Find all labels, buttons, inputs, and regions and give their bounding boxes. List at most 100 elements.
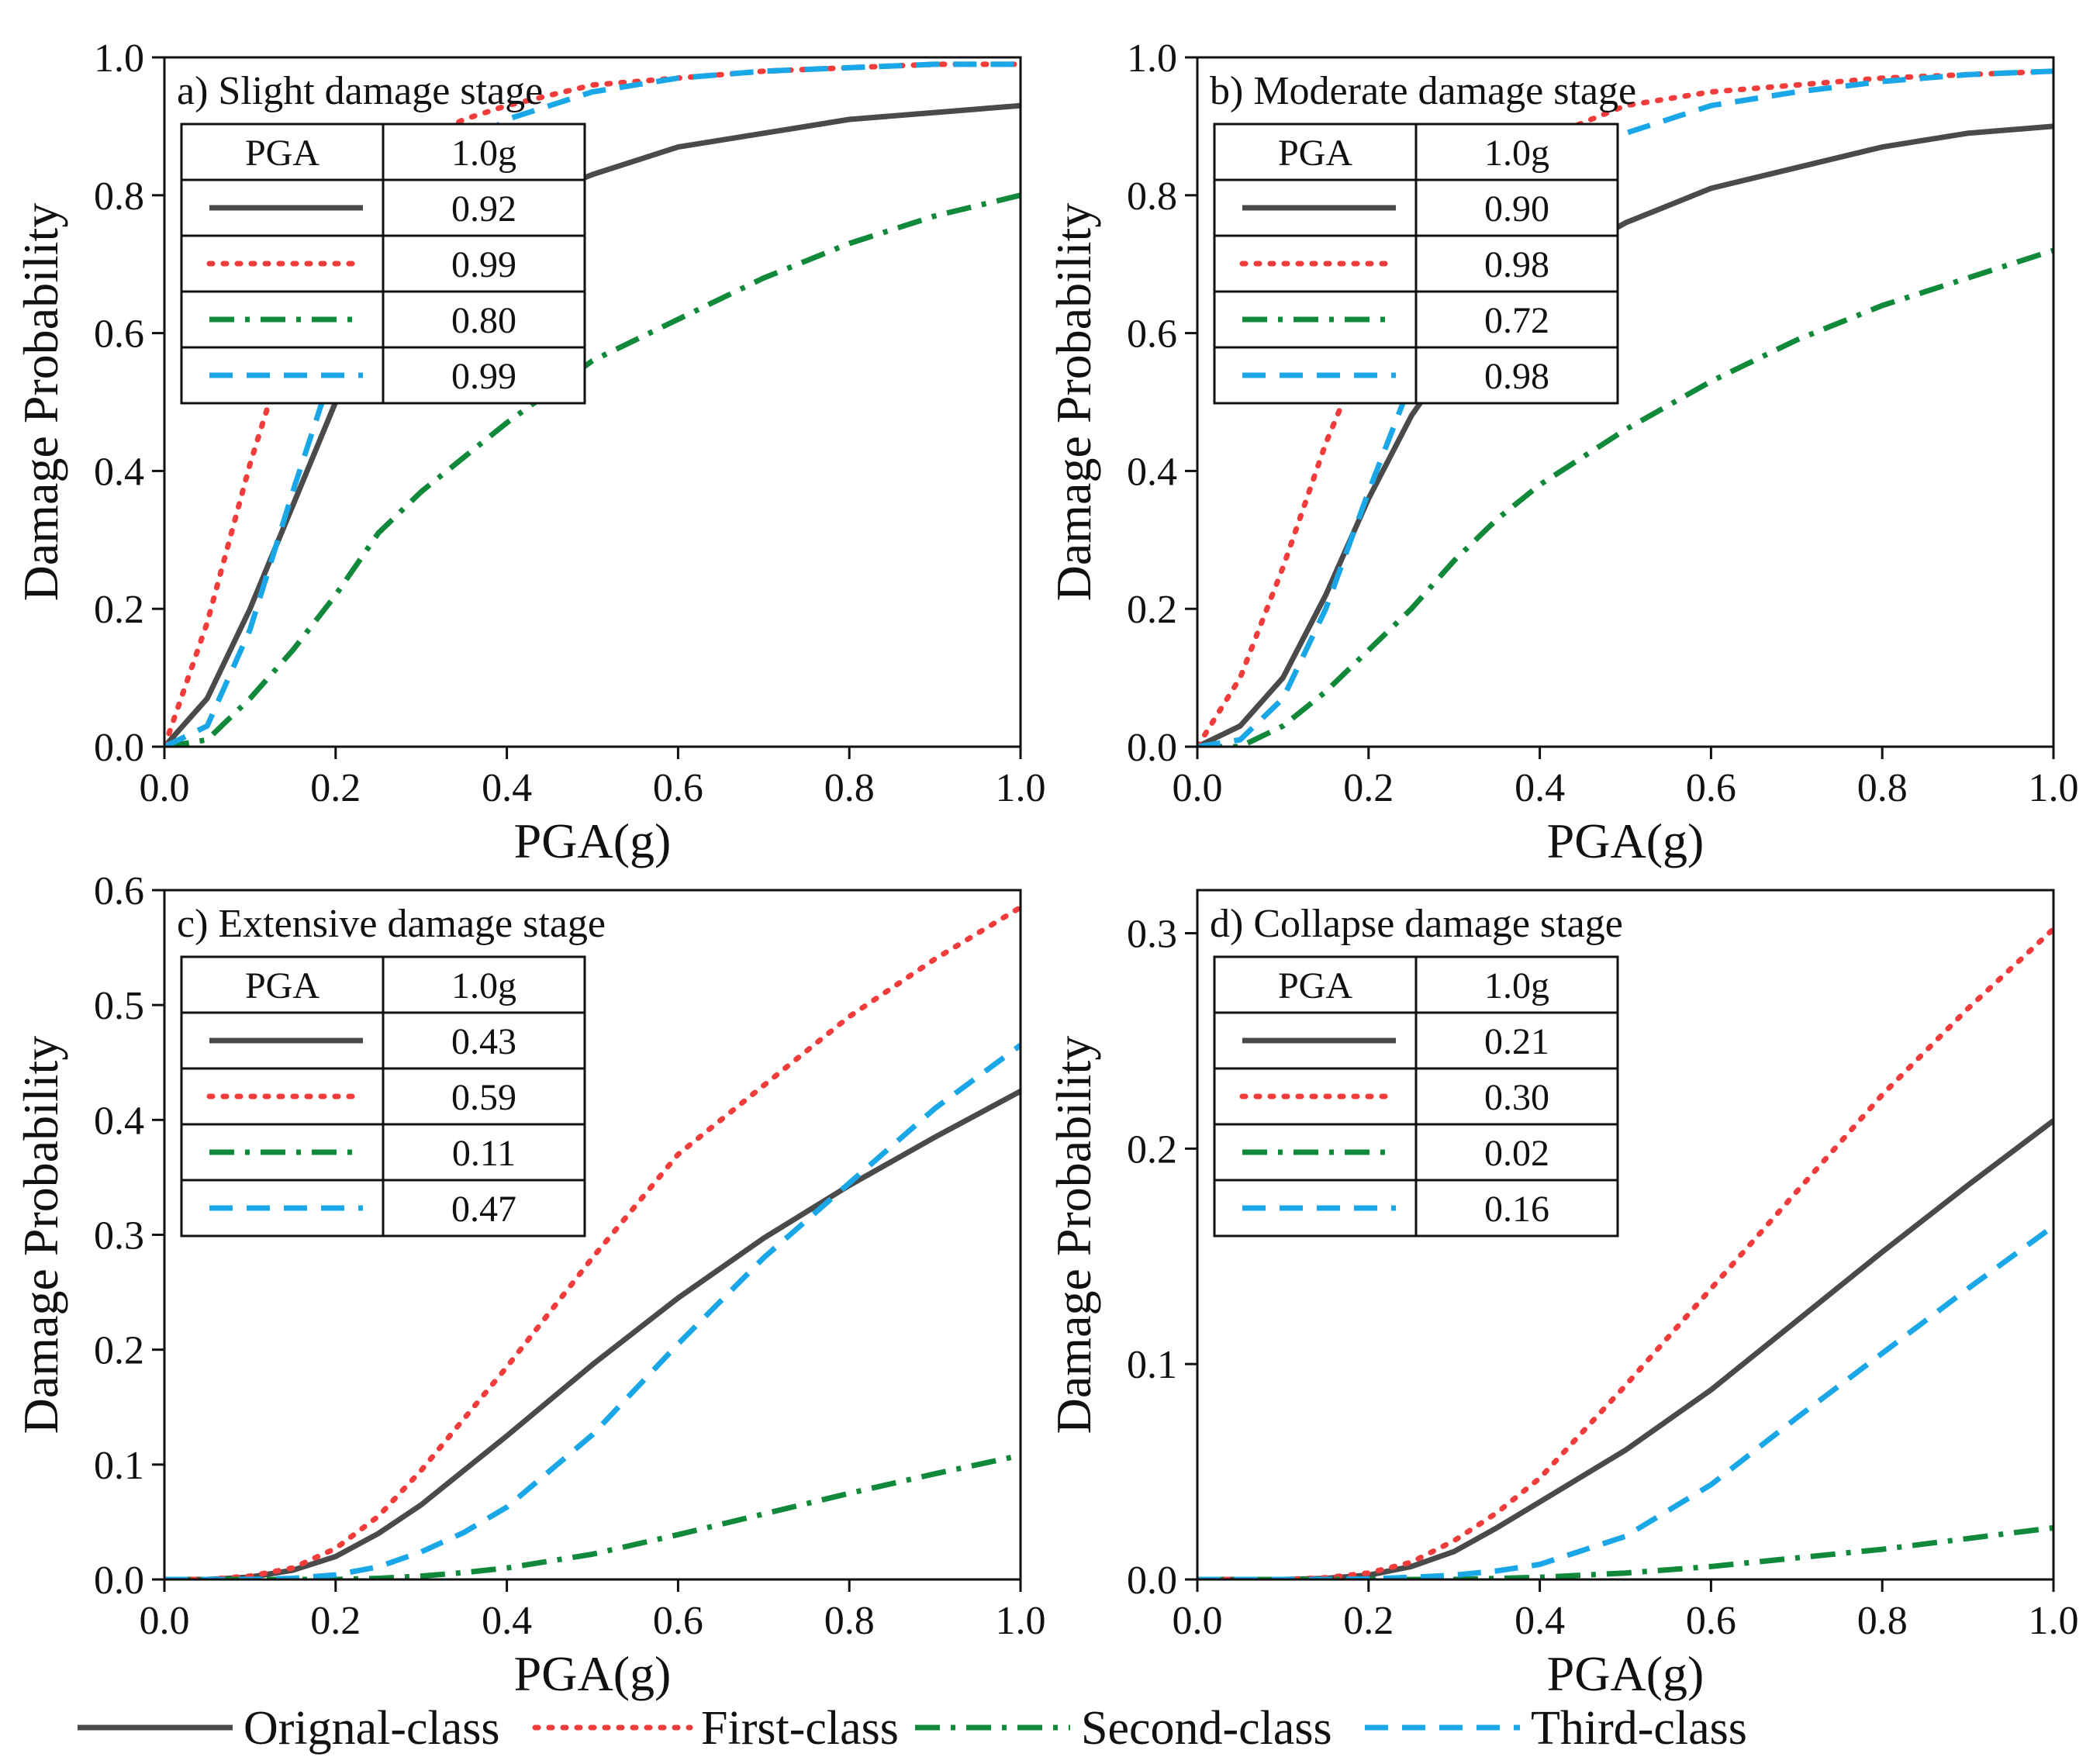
chart-panel-1: 0.0 0.2 0.4 0.6 0.8 1.0 0.0 0.2 0.4 0.6 0.8 1.0 PGA(… [13,36,1046,868]
x-tick-label: 0.2 [310,1599,361,1643]
y-tick-label: 0.3 [1127,913,1177,957]
y-tick-label: 0.8 [94,174,144,219]
legend-label: Second-class [1081,1702,1332,1755]
x-tick-label: 0.0 [140,1599,190,1643]
plot-frame [163,56,1022,748]
x-tick-label: 0.2 [1343,766,1394,810]
y-tick-label: 0.0 [1127,1559,1177,1603]
x-tick-label: 0.8 [1857,766,1908,810]
series-group [164,904,1021,1579]
table-value: 0.11 [452,1133,516,1174]
inset-table: PGA 1.0g 0.92 0.99 0.80 0.99 [180,123,586,405]
table-header: 1.0g [1484,965,1549,1006]
table-value: 0.99 [451,244,516,285]
table-value: 0.47 [451,1189,516,1230]
table-header: 1.0g [451,133,516,174]
y-tick-label: 0.0 [94,726,144,770]
table-header: PGA [245,965,319,1006]
y-tick-label: 0.6 [1127,312,1177,357]
y-tick-label: 0.3 [94,1214,144,1258]
legend-label: Orignal-class [244,1702,500,1755]
series-line-first-class [1197,68,2053,747]
legend-item-orignal-class: Orignal-class [78,1702,500,1755]
x-tick-label: 1.0 [2029,1599,2079,1643]
legend-item-second-class: Second-class [915,1702,1332,1755]
y-tick-label: 0.8 [1127,174,1177,219]
x-axis-title: PGA(g) [1547,1646,1705,1701]
table-value: 0.21 [1484,1021,1549,1062]
table-value: 0.16 [1484,1189,1549,1230]
table-value: 0.90 [1484,188,1549,230]
table-value: 0.99 [451,356,516,397]
table-value: 0.02 [1484,1133,1549,1174]
x-tick-label: 0.6 [653,1599,703,1643]
table-value: 0.59 [451,1077,516,1118]
x-tick-label: 0.4 [1515,1599,1565,1643]
series-line-second-class [1197,247,2053,747]
table-value: 0.30 [1484,1077,1549,1118]
chart-panel-3: 0.0 0.2 0.4 0.6 0.8 1.00.00.10.20.30.40.50.6P… [13,869,1046,1701]
x-tick-label: 0.6 [1686,1599,1736,1643]
panel-title: b) Moderate damage stage [1210,69,1636,113]
y-tick-label: 1.0 [94,36,144,81]
y-tick-label: 0.6 [94,869,144,913]
x-tick-label: 0.4 [482,766,532,810]
table-value: 0.98 [1484,356,1549,397]
legend-item-first-class: First-class [532,1702,899,1755]
chart-panel-2: 0.0 0.2 0.4 0.6 0.8 1.0 0.0 0.2 0.4 0.6 0.8 1.0 PGA(… [1046,36,2079,868]
legend-label: Third-class [1531,1702,1747,1755]
y-axis-title: Damage Probability [1046,1036,1101,1434]
x-axis-title: PGA(g) [514,1646,672,1701]
series-line-first-class [164,904,1021,1579]
table-value: 0.80 [451,300,516,341]
table-value: 0.72 [1484,300,1549,341]
series-line-second-class [1197,1524,2053,1579]
x-tick-label: 0.4 [482,1599,532,1643]
y-tick-label: 0.0 [94,1559,144,1603]
y-tick-label: 0.2 [1127,1127,1177,1172]
x-tick-label: 0.6 [653,766,703,810]
table-value: 0.43 [451,1021,516,1062]
y-tick-label: 0.2 [94,588,144,632]
x-tick-label: 0.8 [1857,1599,1908,1643]
plot-frame [1196,56,2055,748]
series-line-second-class [164,1452,1021,1579]
table-value: 0.92 [451,188,516,230]
x-axis-title: PGA(g) [514,813,672,868]
x-tick-label: 0.4 [1515,766,1565,810]
table-header: PGA [1278,133,1352,174]
x-tick-label: 0.8 [824,1599,875,1643]
panel-title: c) Extensive damage stage [177,902,606,946]
series-line-third-class [164,1043,1021,1579]
y-tick-label: 0.5 [94,984,144,1028]
x-tick-label: 0.0 [140,766,190,810]
y-tick-label: 0.1 [1127,1343,1177,1387]
panel-title: a) Slight damage stage [177,69,543,113]
y-axis-title: Damage Probability [13,203,68,602]
series-line-third-class [1197,1224,2053,1579]
inset-table: PGA 1.0g 0.90 0.98 0.72 0.98 [1213,123,1619,405]
y-tick-label: 1.0 [1127,36,1177,81]
y-tick-label: 0.2 [1127,588,1177,632]
y-axis-title: Damage Probability [1046,203,1101,602]
y-axis-title: Damage Probability [13,1036,68,1434]
x-tick-label: 0.6 [1686,766,1736,810]
y-tick-label: 0.0 [1127,726,1177,770]
inset-table: PGA 1.0g 0.21 0.30 0.02 0.16 [1213,955,1619,1238]
y-tick-label: 0.2 [94,1329,144,1373]
figure-legend: Orignal-class First-class Second-class Thir… [78,1702,1747,1755]
x-tick-label: 0.0 [1173,766,1223,810]
y-tick-label: 0.4 [1127,450,1177,494]
table-header: PGA [245,133,319,174]
table-header: 1.0g [451,965,516,1006]
x-tick-label: 0.8 [824,766,875,810]
y-tick-label: 0.1 [94,1444,144,1488]
legend-label: First-class [701,1702,899,1755]
legend-item-third-class: Third-class [1365,1702,1747,1755]
panel-title: d) Collapse damage stage [1210,902,1623,946]
series-line-second-class [164,192,1021,747]
x-tick-label: 0.0 [1173,1599,1223,1643]
x-tick-label: 0.2 [310,766,361,810]
inset-table: PGA 1.0g 0.43 0.59 0.11 0.47 [180,955,586,1238]
